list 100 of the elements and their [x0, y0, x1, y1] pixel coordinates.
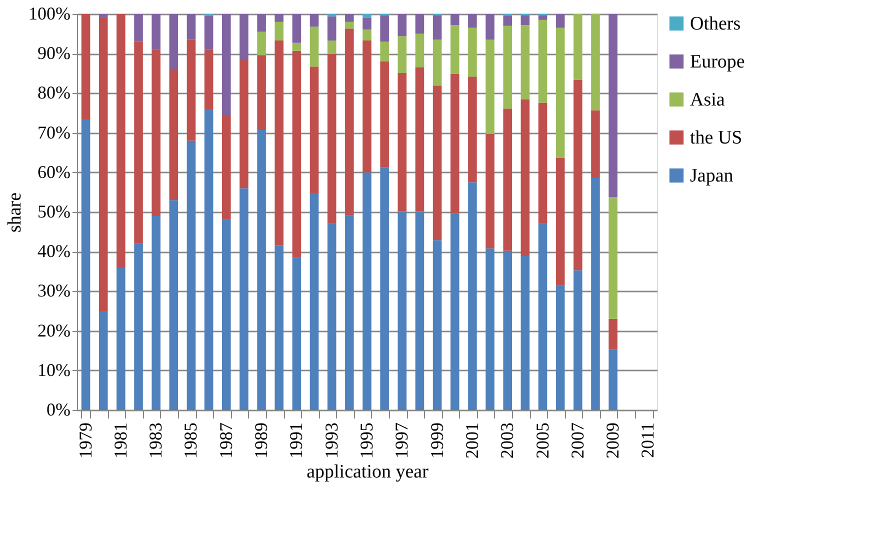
y-tick-label: 90% — [38, 43, 70, 64]
x-tick-label: 1981 — [110, 422, 130, 458]
bar — [345, 22, 354, 29]
bar — [503, 250, 512, 410]
bar — [362, 14, 372, 18]
bar — [450, 213, 460, 410]
bar — [574, 80, 582, 270]
bar — [380, 167, 389, 410]
x-tick-label: 2011 — [638, 422, 658, 458]
bar — [432, 15, 442, 40]
bar — [520, 25, 530, 100]
bar — [169, 14, 178, 70]
bar — [257, 55, 266, 130]
bar — [468, 76, 477, 182]
bar — [240, 188, 248, 410]
bar — [169, 69, 178, 200]
bar — [116, 267, 126, 410]
bar — [204, 50, 214, 110]
bar — [327, 224, 336, 410]
bar — [415, 67, 424, 212]
y-tick-label: 100% — [28, 4, 70, 24]
bar — [116, 14, 126, 268]
bar — [362, 29, 372, 41]
bar — [292, 258, 302, 410]
bar — [538, 15, 548, 20]
bar — [152, 14, 160, 50]
bar — [398, 14, 407, 36]
legend-label: Asia — [690, 90, 726, 110]
bar — [450, 25, 460, 74]
x-tick-label: 1987 — [216, 422, 236, 458]
bar — [98, 311, 108, 410]
bar — [362, 18, 372, 30]
x-tick-label: 1983 — [146, 422, 166, 458]
bar — [310, 192, 319, 410]
legend-label: the US — [690, 128, 742, 148]
bar — [503, 108, 512, 251]
x-tick-label: 1995 — [356, 422, 376, 458]
bar — [486, 134, 494, 248]
bar — [556, 286, 565, 410]
bar — [310, 66, 319, 193]
bar — [556, 158, 565, 286]
bar — [591, 110, 600, 178]
bar — [468, 28, 477, 77]
y-tick-label: 80% — [38, 82, 70, 103]
y-tick-label: 0% — [46, 400, 70, 420]
bar — [503, 26, 512, 109]
bar — [134, 42, 143, 244]
bar — [432, 40, 442, 86]
bar — [292, 50, 302, 258]
bar — [292, 42, 302, 51]
bar — [380, 62, 389, 168]
y-tick-label: 60% — [38, 162, 70, 182]
bar — [310, 26, 319, 67]
bar — [450, 74, 460, 214]
x-tick-label: 2009 — [602, 422, 623, 458]
bar — [415, 211, 424, 410]
y-axis-title: share — [4, 192, 26, 233]
bar — [169, 200, 178, 410]
bar — [450, 14, 460, 26]
bar — [432, 240, 442, 410]
bar — [274, 245, 284, 410]
bar — [257, 14, 266, 32]
bar — [574, 14, 582, 80]
bar — [591, 178, 600, 410]
bar — [345, 216, 354, 410]
bar — [574, 270, 582, 410]
bar — [486, 248, 494, 410]
bar — [257, 32, 266, 56]
x-tick-label: 1993 — [321, 422, 342, 458]
y-tick-label: 50% — [38, 202, 70, 222]
bar — [362, 40, 372, 172]
y-tick-label: 40% — [38, 241, 70, 262]
y-tick-label: 20% — [38, 320, 70, 340]
y-tick-label: 10% — [38, 360, 70, 380]
bar — [608, 196, 618, 319]
bar — [538, 102, 548, 224]
bar — [415, 34, 424, 68]
bar — [274, 40, 284, 246]
bar — [468, 182, 477, 410]
bar — [380, 15, 389, 42]
bar — [222, 220, 231, 410]
bar — [186, 40, 196, 141]
bar — [186, 14, 196, 40]
bar — [240, 60, 248, 188]
bar — [362, 172, 372, 410]
bar — [345, 14, 354, 22]
bar — [204, 16, 214, 50]
bar — [292, 14, 302, 43]
x-axis-title: application year — [306, 462, 430, 482]
bar — [415, 14, 424, 34]
bar — [556, 28, 565, 158]
x-tick-label: 1985 — [180, 422, 201, 458]
bar — [608, 350, 618, 410]
bar — [327, 54, 336, 224]
bar — [591, 14, 600, 110]
bar — [608, 318, 618, 350]
bar — [520, 15, 530, 26]
bar — [327, 16, 336, 41]
bar — [134, 244, 143, 410]
bar — [520, 100, 530, 256]
